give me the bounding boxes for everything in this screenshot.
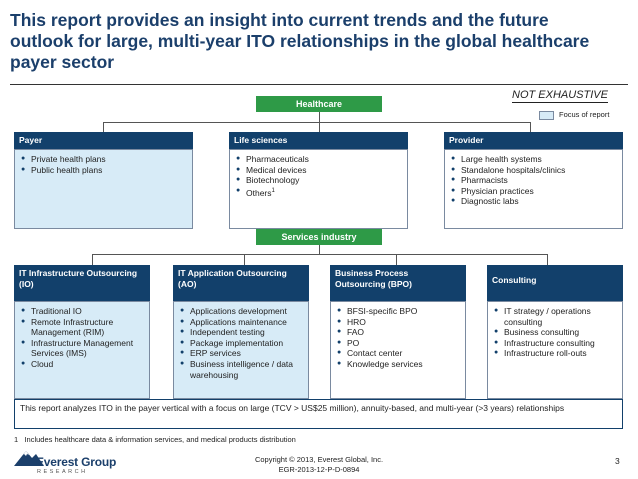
footnote: 1 Includes healthcare data & information… <box>14 435 296 444</box>
list-item: Public health plans <box>21 165 188 176</box>
list-item: Contact center <box>337 348 461 359</box>
list-item: Business intelligence / data warehousing <box>180 359 304 380</box>
copyright: Copyright © 2013, Everest Global, Inc. <box>254 455 384 464</box>
category-io: IT Infrastructure Outsourcing (IO) Tradi… <box>14 265 150 399</box>
list-item: Private health plans <box>21 154 188 165</box>
mountain-icon <box>14 451 44 466</box>
category-body: Traditional IO Remote Infrastructure Man… <box>14 301 150 399</box>
list-item: Infrastructure consulting <box>494 338 618 349</box>
not-exhaustive-label: NOT EXHAUSTIVE <box>512 89 608 103</box>
title-divider <box>10 84 628 85</box>
list-item: Large health systems <box>451 154 618 165</box>
category-body: Large health systems Standalone hospital… <box>444 149 623 229</box>
list-item: Others1 <box>236 186 403 198</box>
connector <box>92 254 93 265</box>
services-industry-node: Services industry <box>256 229 382 245</box>
footnote-number: 1 <box>14 435 19 444</box>
list-item: ERP services <box>180 348 304 359</box>
page-title: This report provides an insight into cur… <box>10 10 590 72</box>
list-item: Biotechnology <box>236 175 403 186</box>
list-item: Remote Infrastructure Management (RIM) <box>21 317 145 338</box>
connector <box>103 122 530 123</box>
category-body: Private health plans Public health plans <box>14 149 193 229</box>
category-provider: Provider Large health systems Standalone… <box>444 132 623 229</box>
category-header: IT Infrastructure Outsourcing (IO) <box>14 265 150 301</box>
list-item: FAO <box>337 327 461 338</box>
category-ao: IT Application Outsourcing (AO) Applicat… <box>173 265 309 399</box>
connector <box>319 245 320 254</box>
report-scope-note: This report analyzes ITO in the payer ve… <box>14 399 623 429</box>
list-item: Standalone hospitals/clinics <box>451 165 618 176</box>
logo-name: Everest Group <box>36 455 117 469</box>
list-item: Independent testing <box>180 327 304 338</box>
document-id: EGR-2013-12-P-D-0894 <box>278 465 360 474</box>
list-item: Infrastructure Management Services (IMS) <box>21 338 145 359</box>
list-item: Applications development <box>180 306 304 317</box>
category-header: IT Application Outsourcing (AO) <box>173 265 309 301</box>
footnote-mark: 1 <box>271 187 275 194</box>
list-item: Pharmaceuticals <box>236 154 403 165</box>
category-consulting: Consulting IT strategy / operations cons… <box>487 265 623 399</box>
list-item: Infrastructure roll-outs <box>494 348 618 359</box>
category-header: Business Process Outsourcing (BPO) <box>330 265 466 301</box>
connector <box>547 254 548 265</box>
category-header: Provider <box>444 132 623 149</box>
list-item: Traditional IO <box>21 306 145 317</box>
logo-sub: RESEARCH <box>37 469 88 475</box>
connector <box>319 112 320 122</box>
list-item-text: Others <box>246 187 272 198</box>
list-item: Package implementation <box>180 338 304 349</box>
list-item: IT strategy / operations consulting <box>494 306 618 327</box>
category-header: Payer <box>14 132 193 149</box>
category-bpo: Business Process Outsourcing (BPO) BFSI-… <box>330 265 466 399</box>
list-item: PO <box>337 338 461 349</box>
everest-group-logo: Everest Group RESEARCH <box>14 446 134 476</box>
connector <box>530 122 531 132</box>
connector <box>396 254 397 265</box>
healthcare-node: Healthcare <box>256 96 382 112</box>
category-body: Applications development Applications ma… <box>173 301 309 399</box>
list-item: Pharmacists <box>451 175 618 186</box>
list-item: Medical devices <box>236 165 403 176</box>
list-item: HRO <box>337 317 461 328</box>
category-body: BFSI-specific BPO HRO FAO PO Contact cen… <box>330 301 466 399</box>
legend-swatch <box>539 111 554 120</box>
connector <box>103 122 104 132</box>
page-number: 3 <box>615 456 620 466</box>
list-item: Cloud <box>21 359 145 370</box>
category-body: IT strategy / operations consulting Busi… <box>487 301 623 399</box>
category-life-sciences: Life sciences Pharmaceuticals Medical de… <box>229 132 408 229</box>
connector <box>244 254 245 265</box>
legend-label: Focus of report <box>559 110 610 119</box>
list-item: Applications maintenance <box>180 317 304 328</box>
list-item: Business consulting <box>494 327 618 338</box>
connector <box>92 254 547 255</box>
footnote-text: Includes healthcare data & information s… <box>24 435 296 444</box>
category-body: Pharmaceuticals Medical devices Biotechn… <box>229 149 408 229</box>
copyright-block: Copyright © 2013, Everest Global, Inc. E… <box>220 455 418 475</box>
list-item: BFSI-specific BPO <box>337 306 461 317</box>
category-header: Life sciences <box>229 132 408 149</box>
list-item: Physician practices <box>451 186 618 197</box>
category-header: Consulting <box>487 265 623 301</box>
connector <box>319 122 320 132</box>
category-payer: Payer Private health plans Public health… <box>14 132 193 229</box>
list-item: Diagnostic labs <box>451 196 618 207</box>
list-item: Knowledge services <box>337 359 461 370</box>
